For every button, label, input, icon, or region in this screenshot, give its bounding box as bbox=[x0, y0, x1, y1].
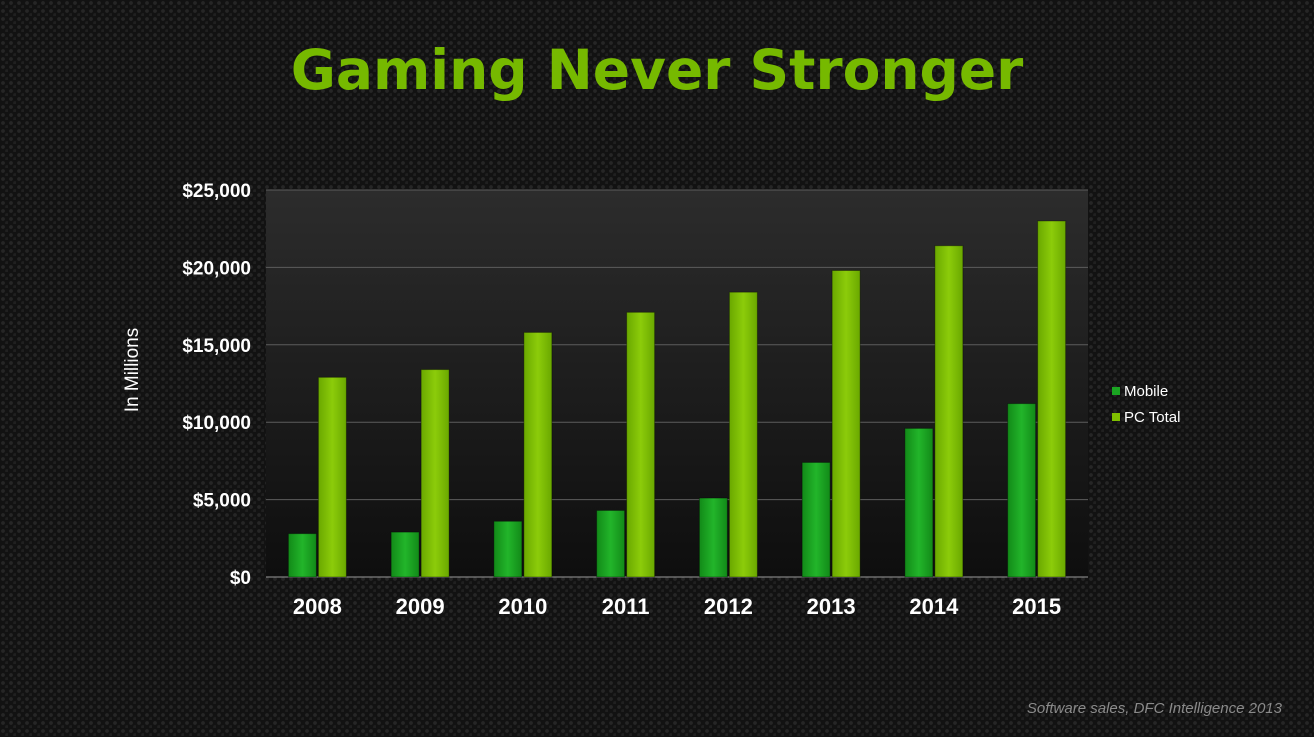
x-tick-label: 2010 bbox=[498, 594, 547, 619]
bar-mobile bbox=[904, 427, 934, 578]
x-tick-label: 2009 bbox=[396, 594, 445, 619]
bar-pc-total bbox=[626, 311, 656, 578]
x-tick-label: 2011 bbox=[602, 594, 650, 619]
bar-mobile bbox=[287, 533, 317, 578]
bar-mobile bbox=[698, 497, 728, 578]
bar-mobile bbox=[1007, 403, 1037, 578]
legend-item-pc-total: PC Total bbox=[1112, 404, 1180, 430]
y-tick-label: $15,000 bbox=[182, 336, 251, 357]
source-note: Software sales, DFC Intelligence 2013 bbox=[1026, 700, 1282, 717]
legend-item-mobile: Mobile bbox=[1112, 378, 1180, 404]
legend: Mobile PC Total bbox=[1112, 378, 1180, 430]
y-tick-label: $25,000 bbox=[182, 181, 251, 202]
y-tick-label: $20,000 bbox=[182, 258, 251, 279]
y-tick-label: $0 bbox=[230, 568, 251, 589]
x-tick-label: 2013 bbox=[807, 594, 856, 619]
bar-pc-total bbox=[728, 291, 758, 578]
x-tick-label: 2015 bbox=[1012, 594, 1061, 619]
y-tick-label: $5,000 bbox=[193, 491, 251, 512]
y-tick-label: $10,000 bbox=[182, 413, 251, 434]
y-axis-label: In Millions bbox=[122, 328, 143, 412]
bar-mobile bbox=[493, 520, 523, 578]
legend-label-mobile: Mobile bbox=[1124, 382, 1169, 400]
bar-pc-total bbox=[934, 245, 964, 578]
bar-mobile bbox=[801, 461, 831, 578]
x-tick-label: 2012 bbox=[704, 594, 753, 619]
bar-pc-total bbox=[1037, 220, 1067, 578]
y-tick-labels: $0 $5,000 $10,000 $15,000 $20,000 $25,000 bbox=[182, 181, 251, 589]
bar-pc-total bbox=[523, 331, 553, 578]
bar-mobile bbox=[390, 531, 420, 578]
bars bbox=[287, 220, 1067, 578]
legend-swatch-pc-total bbox=[1112, 413, 1120, 421]
legend-swatch-mobile bbox=[1112, 387, 1120, 395]
bar-pc-total bbox=[831, 269, 861, 578]
bar-pc-total bbox=[420, 369, 450, 578]
legend-label-pc-total: PC Total bbox=[1124, 408, 1181, 426]
bar-mobile bbox=[596, 509, 626, 578]
plot-area bbox=[266, 190, 1088, 577]
slide-title: Gaming Never Stronger bbox=[290, 38, 1024, 102]
x-tick-label: 2014 bbox=[909, 594, 959, 619]
x-tick-labels: 2008 2009 2010 2011 2012 2013 2014 2015 bbox=[293, 594, 1061, 619]
bar-pc-total bbox=[317, 376, 347, 578]
x-tick-label: 2008 bbox=[293, 594, 342, 619]
